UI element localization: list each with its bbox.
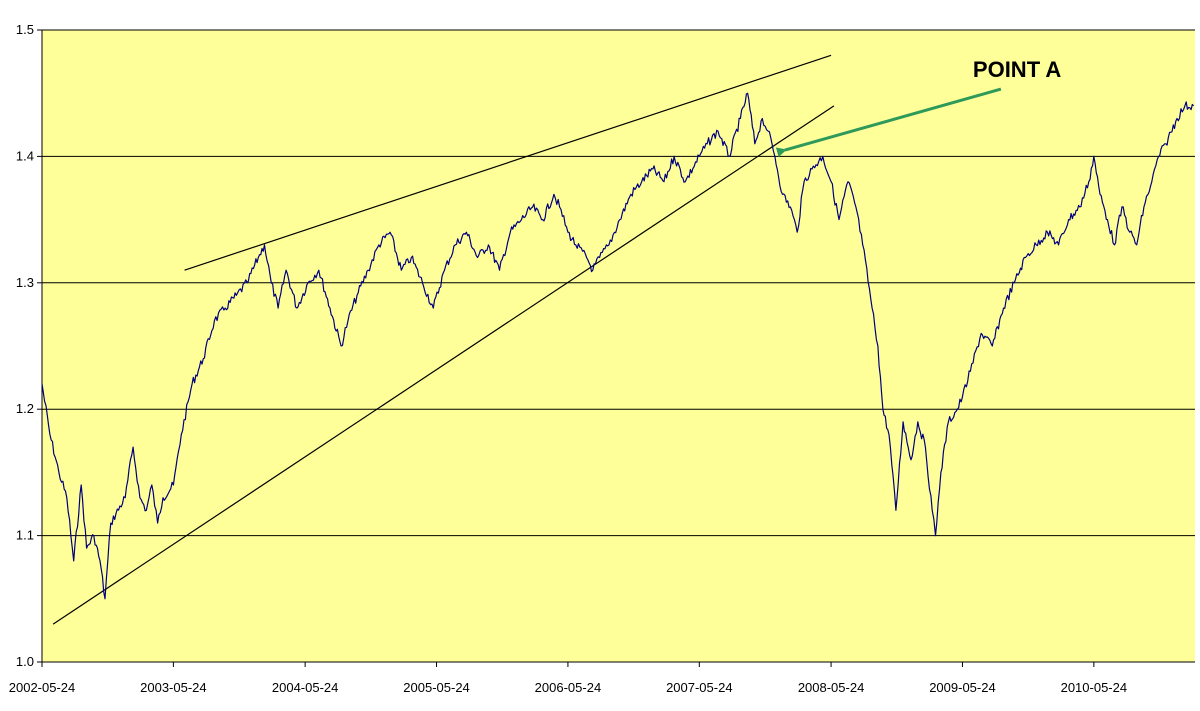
annotations: POINT A [775,57,1062,158]
x-tick-label: 2009-05-24 [929,680,996,695]
x-tick-labels: 2002-05-24 2003-05-24 2004-05-24 2005-05-24… [9,662,1127,695]
x-tick-label: 2007-05-24 [666,680,733,695]
x-tick-label: 2006-05-24 [535,680,602,695]
x-tick-label: 2010-05-24 [1061,680,1128,695]
annotation-label: POINT A [973,57,1062,82]
x-tick-label: 2002-05-24 [9,680,76,695]
trendlines [52,54,835,625]
x-tick-label: 2003-05-24 [140,680,207,695]
y-tick-labels: 1.0 1.1 1.2 1.3 1.4 1.5 [16,22,34,669]
trendline [52,105,835,625]
y-tick-label: 1.2 [16,401,34,416]
y-tick-label: 1.1 [16,528,34,543]
y-tick-label: 1.4 [16,148,34,163]
series-lines [41,92,1195,600]
trendline [184,54,832,271]
series-line [41,92,1195,600]
x-tick-label: 2005-05-24 [403,680,470,695]
annotation-arrow [775,87,1002,158]
y-tick-label: 1.0 [16,654,34,669]
x-tick-label: 2004-05-24 [272,680,339,695]
axes [41,30,1195,663]
x-tick-label: 2008-05-24 [798,680,865,695]
plot-area-background [42,30,1195,662]
y-tick-label: 1.5 [16,22,34,37]
horizontal-gridlines [37,29,1195,663]
y-tick-label: 1.3 [16,275,34,290]
